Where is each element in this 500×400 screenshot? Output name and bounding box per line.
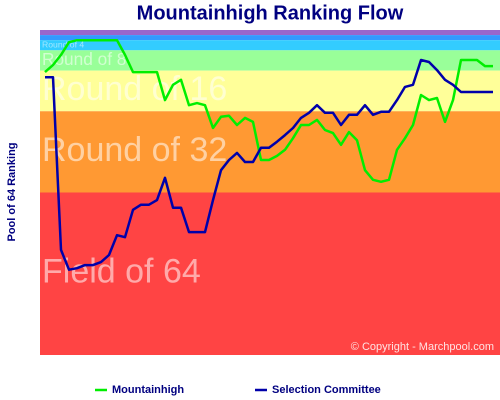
- y-axis-label: Pool of 64 Ranking: [6, 142, 18, 241]
- legend-label: Mountainhigh: [112, 384, 184, 396]
- band-label: Round of 8: [42, 49, 126, 69]
- band-label: Round of 4: [42, 40, 84, 50]
- series-line: [44, 38, 493, 184]
- band-label: Field of 64: [42, 253, 201, 291]
- band: [40, 40, 500, 51]
- band: [40, 35, 500, 41]
- band-label: Round of 32: [42, 131, 227, 169]
- copyright: © Copyright - Marchpool.com: [351, 341, 494, 353]
- band-label: Round of 16: [42, 70, 227, 108]
- band: [40, 30, 500, 36]
- legend-label: Selection Committee: [272, 384, 381, 396]
- series-line: [45, 58, 493, 271]
- band: [40, 50, 500, 71]
- band: [40, 192, 500, 355]
- chart-title: Mountainhigh Ranking Flow: [137, 2, 404, 24]
- band: [40, 70, 500, 112]
- band: [40, 111, 500, 193]
